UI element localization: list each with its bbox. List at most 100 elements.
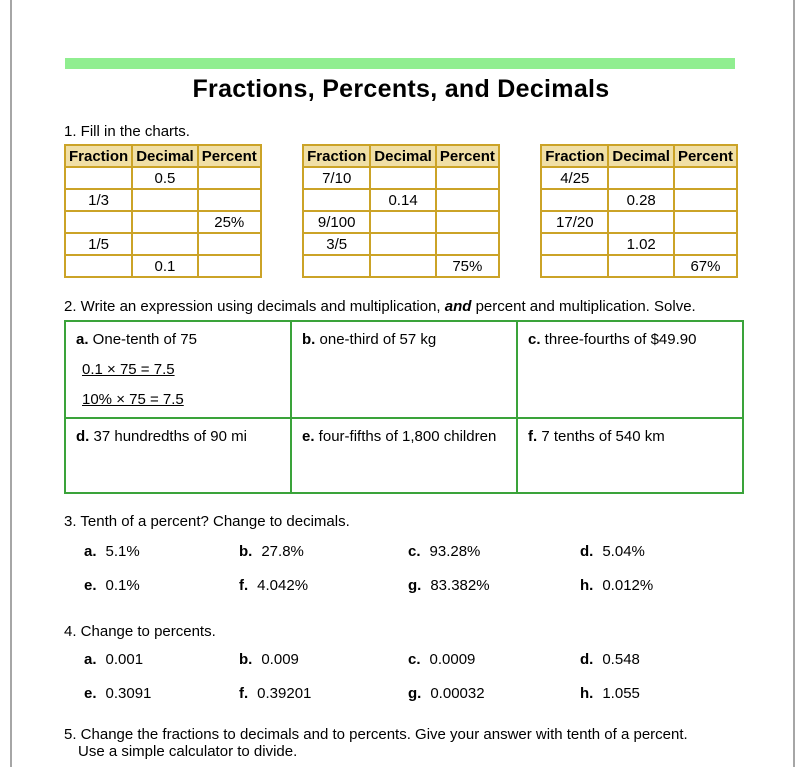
chart-cell-value: 7/10: [302, 166, 372, 190]
chart-cell-value: 4/25: [540, 166, 610, 190]
q2-cell-b: b. one-third of 57 kg: [290, 320, 518, 419]
q2-cell-c: c. three-fourths of $49.90: [516, 320, 744, 419]
chart-cell-blank: [434, 232, 500, 256]
q5-prompt: 5. Change the fractions to decimals and …: [64, 726, 742, 760]
chart-cell-blank: [196, 188, 262, 212]
chart-cell-blank: [63, 254, 134, 278]
chart-cell-blank: [369, 166, 437, 190]
chart-cell-value: 0.28: [607, 188, 675, 212]
q2-cell-text: f. 7 tenths of 540 km: [528, 428, 665, 445]
item-letter: e.: [84, 577, 97, 594]
item-value: 0.001: [105, 651, 144, 668]
chart-header-decimal: Decimal: [369, 144, 437, 168]
q4-item-e: e. 0.3091: [84, 685, 239, 702]
item-letter: h.: [580, 685, 594, 702]
item-value: 0.39201: [257, 685, 312, 702]
item-value: 4.042%: [257, 577, 309, 594]
q4-items: a. 0.001 b. 0.009 c. 0.0009 d. 0.548 e. 0.3091 f. 0…: [64, 651, 742, 702]
q4-item-b: b. 0.009: [239, 651, 408, 668]
page-edge-right: [793, 0, 795, 767]
item-letter: d.: [580, 651, 594, 668]
q3-item-g: g. 83.382%: [408, 577, 580, 594]
item-letter: g.: [408, 685, 422, 702]
chart-cell-blank: [672, 166, 738, 190]
q3-item-h: h. 0.012%: [580, 577, 742, 594]
q1-prompt: 1. Fill in the charts.: [64, 123, 190, 140]
item-letter: g.: [408, 577, 422, 594]
chart-cell-blank: [434, 188, 500, 212]
chart-cell-value: 1/3: [63, 188, 134, 212]
charts-row: Fraction Decimal Percent 0.5 1/3 25% 1/5 0.1 Fra…: [63, 144, 738, 278]
item-letter: b.: [302, 331, 316, 348]
item-value: 83.382%: [430, 577, 490, 594]
item-letter: f.: [239, 685, 249, 702]
chart-cell-value: 25%: [196, 210, 262, 234]
item-letter: a.: [76, 331, 89, 348]
item-letter: h.: [580, 577, 594, 594]
item-value: 93.28%: [429, 543, 481, 560]
item-value: 0.548: [602, 651, 640, 668]
chart-cell-blank: [607, 166, 675, 190]
q3-item-c: c. 93.28%: [408, 543, 580, 560]
fill-in-chart-2: Fraction Decimal Percent 7/10 0.14 9/100 3/5 75…: [302, 144, 500, 278]
q4-item-h: h. 1.055: [580, 685, 742, 702]
q2-prompt: 2. Write an expression using decimals an…: [64, 298, 742, 315]
q2-answer-table: a. One-tenth of 75 0.1 × 75 = 7.5 10% × 75…: [64, 320, 744, 494]
item-letter: e.: [302, 428, 315, 445]
chart-cell-blank: [369, 232, 437, 256]
chart-cell-blank: [302, 254, 372, 278]
page-title: Fractions, Percents, and Decimals: [192, 75, 610, 103]
chart-cell-blank: [607, 210, 675, 234]
chart-cell-blank: [196, 232, 262, 256]
q3-item-d: d. 5.04%: [580, 543, 742, 560]
item-letter: c.: [408, 543, 421, 560]
chart-header-percent: Percent: [434, 144, 500, 168]
chart-header-decimal: Decimal: [131, 144, 199, 168]
q3-items: a. 5.1% b. 27.8% c. 93.28% d. 5.04% e. 0.1% f. 4.04…: [64, 543, 742, 594]
chart-header-fraction: Fraction: [63, 144, 134, 168]
chart-cell-blank: [196, 166, 262, 190]
q2-cell-text: a. One-tenth of 75: [76, 331, 197, 348]
chart-cell-blank: [434, 166, 500, 190]
q2-cell-f: f. 7 tenths of 540 km: [516, 417, 744, 494]
item-letter: a.: [84, 543, 97, 560]
chart-cell-value: 3/5: [302, 232, 372, 256]
q2-cell-a: a. One-tenth of 75 0.1 × 75 = 7.5 10% × 75…: [64, 320, 292, 419]
item-letter: b.: [239, 651, 253, 668]
item-letter: a.: [84, 651, 97, 668]
chart-cell-blank: [131, 232, 199, 256]
chart-header-fraction: Fraction: [540, 144, 610, 168]
chart-cell-value: 1/5: [63, 232, 134, 256]
chart-cell-blank: [540, 232, 610, 256]
q3-item-e: e. 0.1%: [84, 577, 239, 594]
item-letter: d.: [76, 428, 90, 445]
chart-cell-blank: [607, 254, 675, 278]
item-letter: f.: [528, 428, 538, 445]
chart-cell-value: 17/20: [540, 210, 610, 234]
chart-cell-value: 75%: [434, 254, 500, 278]
chart-cell-value: 0.14: [369, 188, 437, 212]
q2-prompt-emphasis: and: [444, 298, 472, 315]
q4-prompt: 4. Change to percents.: [64, 623, 216, 640]
item-value: 0.00032: [430, 685, 485, 702]
q2-cell-e: e. four-fifths of 1,800 children: [290, 417, 518, 494]
q2-cell-text: d. 37 hundredths of 90 mi: [76, 428, 247, 445]
chart-cell-value: 0.5: [131, 166, 199, 190]
chart-header-decimal: Decimal: [607, 144, 675, 168]
q4-item-f: f. 0.39201: [239, 685, 408, 702]
q4-item-c: c. 0.0009: [408, 651, 580, 668]
fill-in-chart-1: Fraction Decimal Percent 0.5 1/3 25% 1/5 0.1: [63, 144, 262, 278]
chart-header-fraction: Fraction: [302, 144, 372, 168]
chart-cell-blank: [540, 188, 610, 212]
q4-item-d: d. 0.548: [580, 651, 742, 668]
item-value: 0.3091: [105, 685, 152, 702]
item-letter: b.: [239, 543, 253, 560]
worksheet-page: Fractions, Percents, and Decimals 1. Fil…: [63, 0, 744, 760]
item-value: 27.8%: [261, 543, 304, 560]
q5-line1: 5. Change the fractions to decimals and …: [64, 726, 688, 743]
page-edge-left: [10, 0, 12, 767]
chart-cell-blank: [672, 232, 738, 256]
item-letter: f.: [239, 577, 249, 594]
chart-cell-blank: [302, 188, 372, 212]
item-letter: d.: [580, 543, 594, 560]
